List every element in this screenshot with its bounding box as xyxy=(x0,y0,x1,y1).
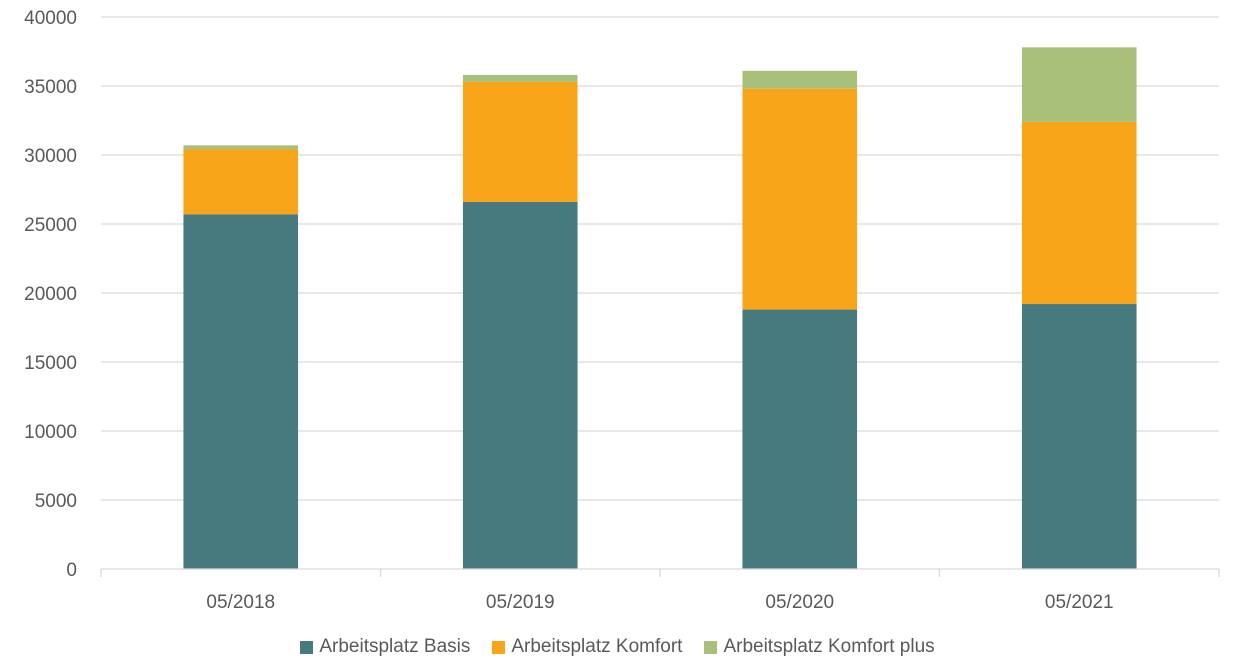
y-tick-label: 25000 xyxy=(24,215,77,236)
y-tick-label: 0 xyxy=(66,560,77,581)
y-tick-label: 35000 xyxy=(24,77,77,98)
y-tick-label: 40000 xyxy=(24,8,77,29)
bar-segment xyxy=(462,81,578,202)
legend-item-basis: Arbeitsplatz Basis xyxy=(300,636,470,658)
y-axis-ticks: 0 5000 10000 15000 20000 25000 30000 35000 40000 xyxy=(24,8,77,581)
legend-swatch-komfort-plus xyxy=(704,640,718,654)
legend-swatch-basis xyxy=(300,640,314,654)
legend-swatch-komfort xyxy=(492,640,506,654)
x-axis-ticks: 05/2018 05/2019 05/2020 05/2021 xyxy=(206,592,1113,613)
y-tick-label: 10000 xyxy=(24,422,77,443)
legend-label-basis: Arbeitsplatz Basis xyxy=(319,636,471,657)
legend-label-komfort: Arbeitsplatz Komfort xyxy=(511,636,683,657)
y-tick-label: 20000 xyxy=(24,284,77,305)
legend: Arbeitsplatz Basis Arbeitsplatz Komfort … xyxy=(0,636,1235,658)
y-tick-label: 5000 xyxy=(35,491,77,512)
x-axis xyxy=(100,568,1220,577)
bar-segment xyxy=(183,214,299,569)
legend-label-komfort-plus: Arbeitsplatz Komfort plus xyxy=(723,636,935,657)
bar-segment xyxy=(742,88,858,310)
bar-segment xyxy=(742,70,858,89)
x-tick-label: 05/2018 xyxy=(206,592,275,613)
bar-segment xyxy=(1021,304,1137,569)
bar-segment xyxy=(462,201,578,570)
bar-segment xyxy=(1021,47,1137,122)
bar-segment xyxy=(183,145,299,150)
y-tick-label: 30000 xyxy=(24,146,77,167)
bar-segment xyxy=(462,74,578,82)
x-tick-label: 05/2019 xyxy=(486,592,555,613)
bars xyxy=(183,47,1137,570)
bar-segment xyxy=(1021,121,1137,305)
legend-item-komfort-plus: Arbeitsplatz Komfort plus xyxy=(704,636,935,658)
x-tick-label: 05/2021 xyxy=(1045,592,1114,613)
x-tick-label: 05/2020 xyxy=(765,592,834,613)
y-tick-label: 15000 xyxy=(24,353,77,374)
bar-segment xyxy=(742,309,858,569)
bar-segment xyxy=(183,149,299,215)
legend-item-komfort: Arbeitsplatz Komfort xyxy=(492,636,682,658)
